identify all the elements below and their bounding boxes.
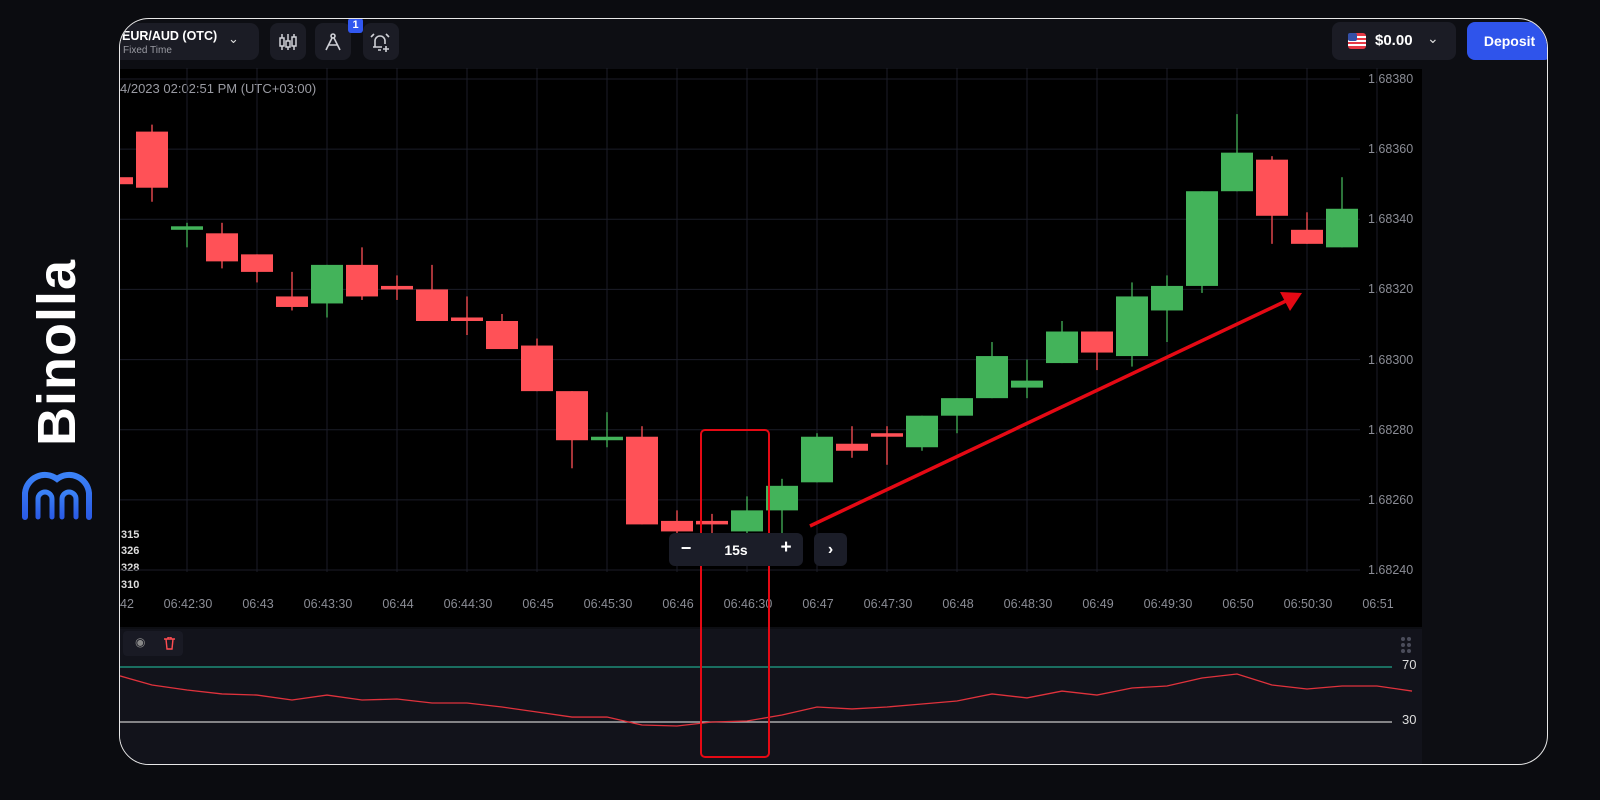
- price-axis-label: 1.68320: [1368, 282, 1414, 297]
- time-axis-label: 06:50: [1222, 597, 1254, 611]
- left-cut-label: 328: [121, 562, 140, 574]
- time-axis-label: 06:49: [1082, 597, 1114, 611]
- balance-selector[interactable]: $0.00 ⌄: [1332, 22, 1456, 60]
- trading-window: EUR/AUD (OTC) Fixed Time ⌄ 1 $0.00 ⌄ Dep…: [119, 18, 1548, 765]
- time-axis-label: 06:46: [662, 597, 694, 611]
- drawings-count-badge: 1: [348, 19, 363, 33]
- time-axis-label: 06:48: [942, 597, 974, 611]
- price-axis-label: 1.68280: [1368, 422, 1414, 437]
- candlestick-icon: [279, 33, 297, 50]
- chevron-right-icon: ›: [827, 540, 834, 558]
- time-axis-label: 06:42:30: [163, 597, 213, 611]
- time-axis-label: 06:43:30: [303, 597, 353, 611]
- drag-handle-icon[interactable]: [1400, 636, 1412, 654]
- rsi-panel: [120, 629, 1422, 764]
- time-axis-label: 06:45: [522, 597, 554, 611]
- add-alert-button[interactable]: [363, 23, 399, 60]
- deposit-button[interactable]: Deposit: [1467, 22, 1547, 60]
- chart-timestamp: 4/2023 02:02:51 PM (UTC+03:00): [120, 81, 317, 96]
- indicator-controls: ◉: [123, 631, 183, 656]
- time-axis-label: 06:51: [1362, 597, 1394, 611]
- brand-logo-icon: [22, 471, 92, 520]
- price-axis-label: 1.68240: [1368, 563, 1414, 577]
- chevron-down-icon: ⌄: [1427, 30, 1439, 46]
- trade-mode: Fixed Time: [123, 45, 172, 56]
- balance-amount: $0.00: [1375, 32, 1413, 49]
- timeframe-value: 15s: [724, 541, 748, 558]
- time-axis-label: 06:44:30: [443, 597, 493, 611]
- compass-icon: [325, 32, 341, 50]
- rsi-upper-level: 70: [1402, 657, 1417, 672]
- price-axis-label: 1.68340: [1368, 212, 1414, 227]
- price-axis-label: 1.68360: [1368, 142, 1414, 157]
- time-axis-label: 06:43: [242, 597, 274, 611]
- scroll-to-latest-button[interactable]: ›: [814, 533, 847, 566]
- trash-icon[interactable]: [164, 637, 175, 650]
- price-axis-label: 1.68300: [1368, 352, 1414, 367]
- time-axis-label: 06:47: [802, 597, 834, 611]
- time-axis-label: 06:50:30: [1283, 597, 1333, 611]
- chevron-down-icon: ⌄: [228, 31, 239, 46]
- left-cut-label: 310: [121, 579, 140, 591]
- asset-selector[interactable]: EUR/AUD (OTC) Fixed Time ⌄: [120, 23, 259, 60]
- left-cut-label: 326: [121, 545, 140, 557]
- drawing-tools-button[interactable]: [315, 23, 351, 60]
- time-axis-label: 06:47:30: [863, 597, 913, 611]
- decrease-timeframe-button[interactable]: −: [680, 538, 692, 558]
- rsi-lower-level: 30: [1402, 712, 1417, 727]
- timeframe-control: − 15s +: [669, 533, 803, 566]
- time-axis-label: 06:44: [382, 597, 414, 611]
- us-flag-icon: [1348, 33, 1366, 49]
- alarm-plus-icon: [370, 32, 390, 52]
- time-axis-label: 06:48:30: [1003, 597, 1053, 611]
- time-axis-label: 06:45:30: [583, 597, 633, 611]
- price-axis-label: 1.68380: [1368, 72, 1414, 86]
- time-axis-label: 06:46:30: [723, 597, 773, 611]
- price-axis-label: 1.68260: [1368, 492, 1414, 507]
- time-axis-label: 06:49:30: [1143, 597, 1193, 611]
- left-cut-label: 315: [121, 529, 140, 541]
- brand-wordmark: Binolla: [27, 258, 87, 446]
- chart-type-button[interactable]: [270, 23, 306, 60]
- increase-timeframe-button[interactable]: +: [780, 537, 792, 558]
- asset-symbol: EUR/AUD (OTC): [122, 29, 218, 43]
- eye-icon[interactable]: ◉: [135, 635, 146, 649]
- time-label: 42: [120, 597, 134, 611]
